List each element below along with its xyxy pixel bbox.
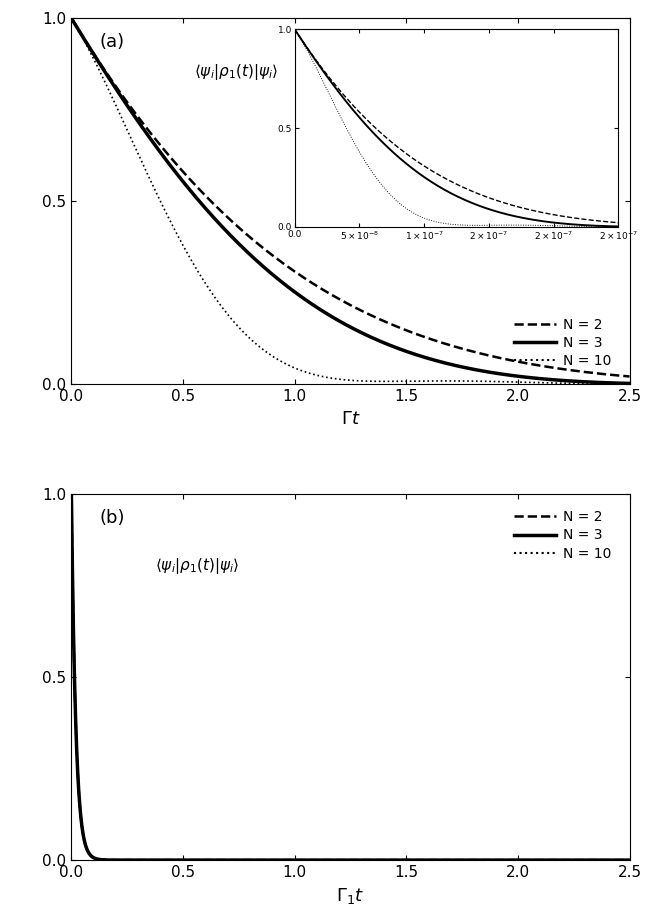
X-axis label: $\Gamma t$: $\Gamma t$ <box>341 410 360 427</box>
Text: (a): (a) <box>99 33 125 51</box>
Text: (b): (b) <box>99 509 125 527</box>
Legend: N = 2, N = 3, N = 10: N = 2, N = 3, N = 10 <box>509 312 617 373</box>
Text: $\langle\psi_i|\rho_1(t)|\psi_i\rangle$: $\langle\psi_i|\rho_1(t)|\psi_i\rangle$ <box>155 556 239 576</box>
Legend: N = 2, N = 3, N = 10: N = 2, N = 3, N = 10 <box>509 505 617 566</box>
Text: $\langle\psi_i|\rho_1(t)|\psi_i\rangle$: $\langle\psi_i|\rho_1(t)|\psi_i\rangle$ <box>194 62 279 82</box>
X-axis label: $\Gamma_1 t$: $\Gamma_1 t$ <box>336 886 365 906</box>
